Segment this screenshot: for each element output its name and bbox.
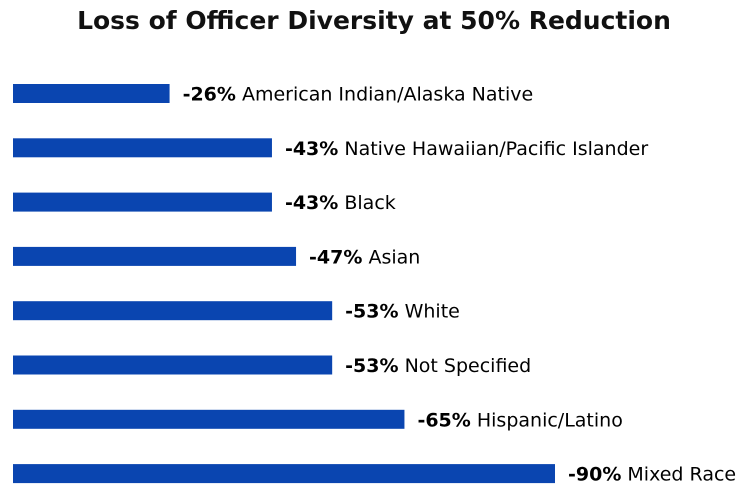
category-label: Asian [362,246,420,268]
value-label: -90% [568,464,621,486]
bar-label: -47% Asian [309,246,420,268]
bar [13,409,405,429]
bar-label: -43% Black [285,192,396,214]
category-label: Black [338,192,395,214]
bar-label: -65% Hispanic/Latino [417,409,622,431]
category-label: Mixed Race [621,464,736,486]
bar-label: -53% White [345,301,460,323]
bar [13,192,272,212]
category-label: Hispanic/Latino [471,409,623,431]
bar-label: -26% American Indian/Alaska Native [183,84,534,106]
value-label: -47% [309,246,362,268]
category-label: White [399,301,460,323]
value-label: -53% [345,355,398,377]
bar [13,84,170,103]
bar [13,301,333,321]
value-label: -43% [285,192,338,214]
bar [13,246,297,266]
category-label: American Indian/Alaska Native [236,84,533,106]
bar-label: -43% Native Hawaiian/Pacific Islander [285,138,648,160]
bar [13,355,333,375]
bar-label: -90% Mixed Race [568,464,736,486]
value-label: -26% [183,84,236,106]
category-label: Not Specified [399,355,532,377]
category-label: Native Hawaiian/Pacific Islander [338,138,648,160]
bar [13,464,555,484]
bar [13,138,272,158]
bar-label: -53% Not Specified [345,355,531,377]
value-label: -43% [285,138,338,160]
value-label: -53% [345,301,398,323]
chart-title: Loss of Officer Diversity at 50% Reducti… [77,6,671,35]
value-label: -65% [417,409,470,431]
